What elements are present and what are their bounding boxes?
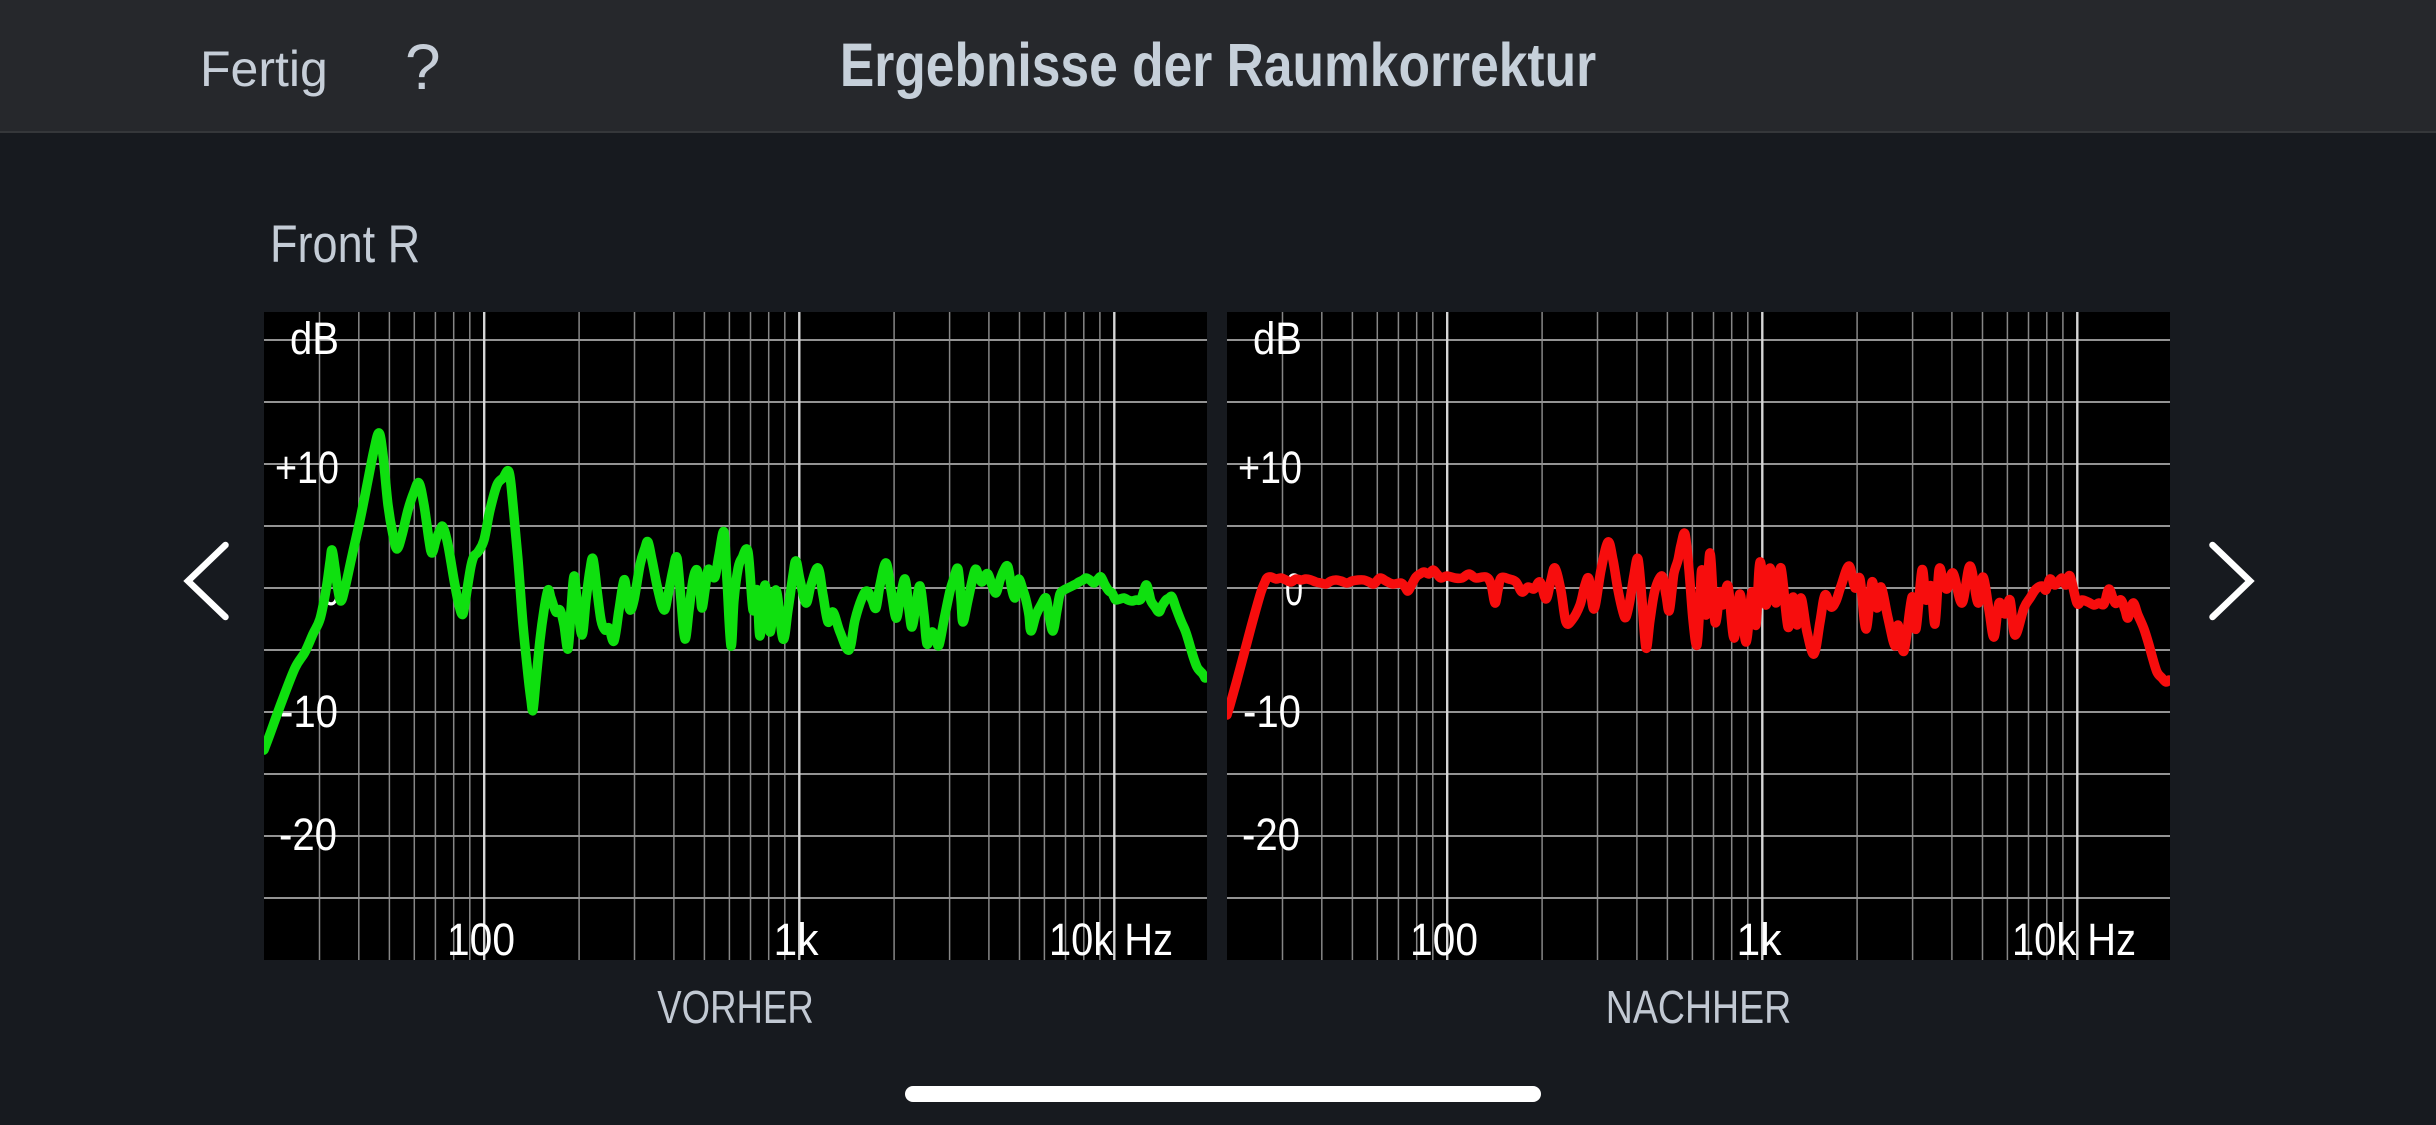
svg-text:1k: 1k [774, 914, 819, 960]
svg-text:-20: -20 [1242, 809, 1300, 860]
svg-text:-10: -10 [1243, 686, 1301, 737]
svg-text:100: 100 [1410, 914, 1478, 960]
svg-text:10k Hz: 10k Hz [2012, 914, 2136, 960]
svg-text:-20: -20 [279, 809, 337, 860]
svg-text:+10: +10 [1238, 442, 1302, 493]
svg-text:10k Hz: 10k Hz [1049, 914, 1173, 960]
svg-text:100: 100 [447, 914, 515, 960]
svg-text:dB: dB [1253, 313, 1302, 364]
svg-text:-10: -10 [280, 686, 338, 737]
svg-text:1k: 1k [1737, 914, 1782, 960]
svg-text:dB: dB [290, 313, 339, 364]
svg-text:+10: +10 [275, 442, 339, 493]
svg-text:0: 0 [1285, 564, 1303, 615]
